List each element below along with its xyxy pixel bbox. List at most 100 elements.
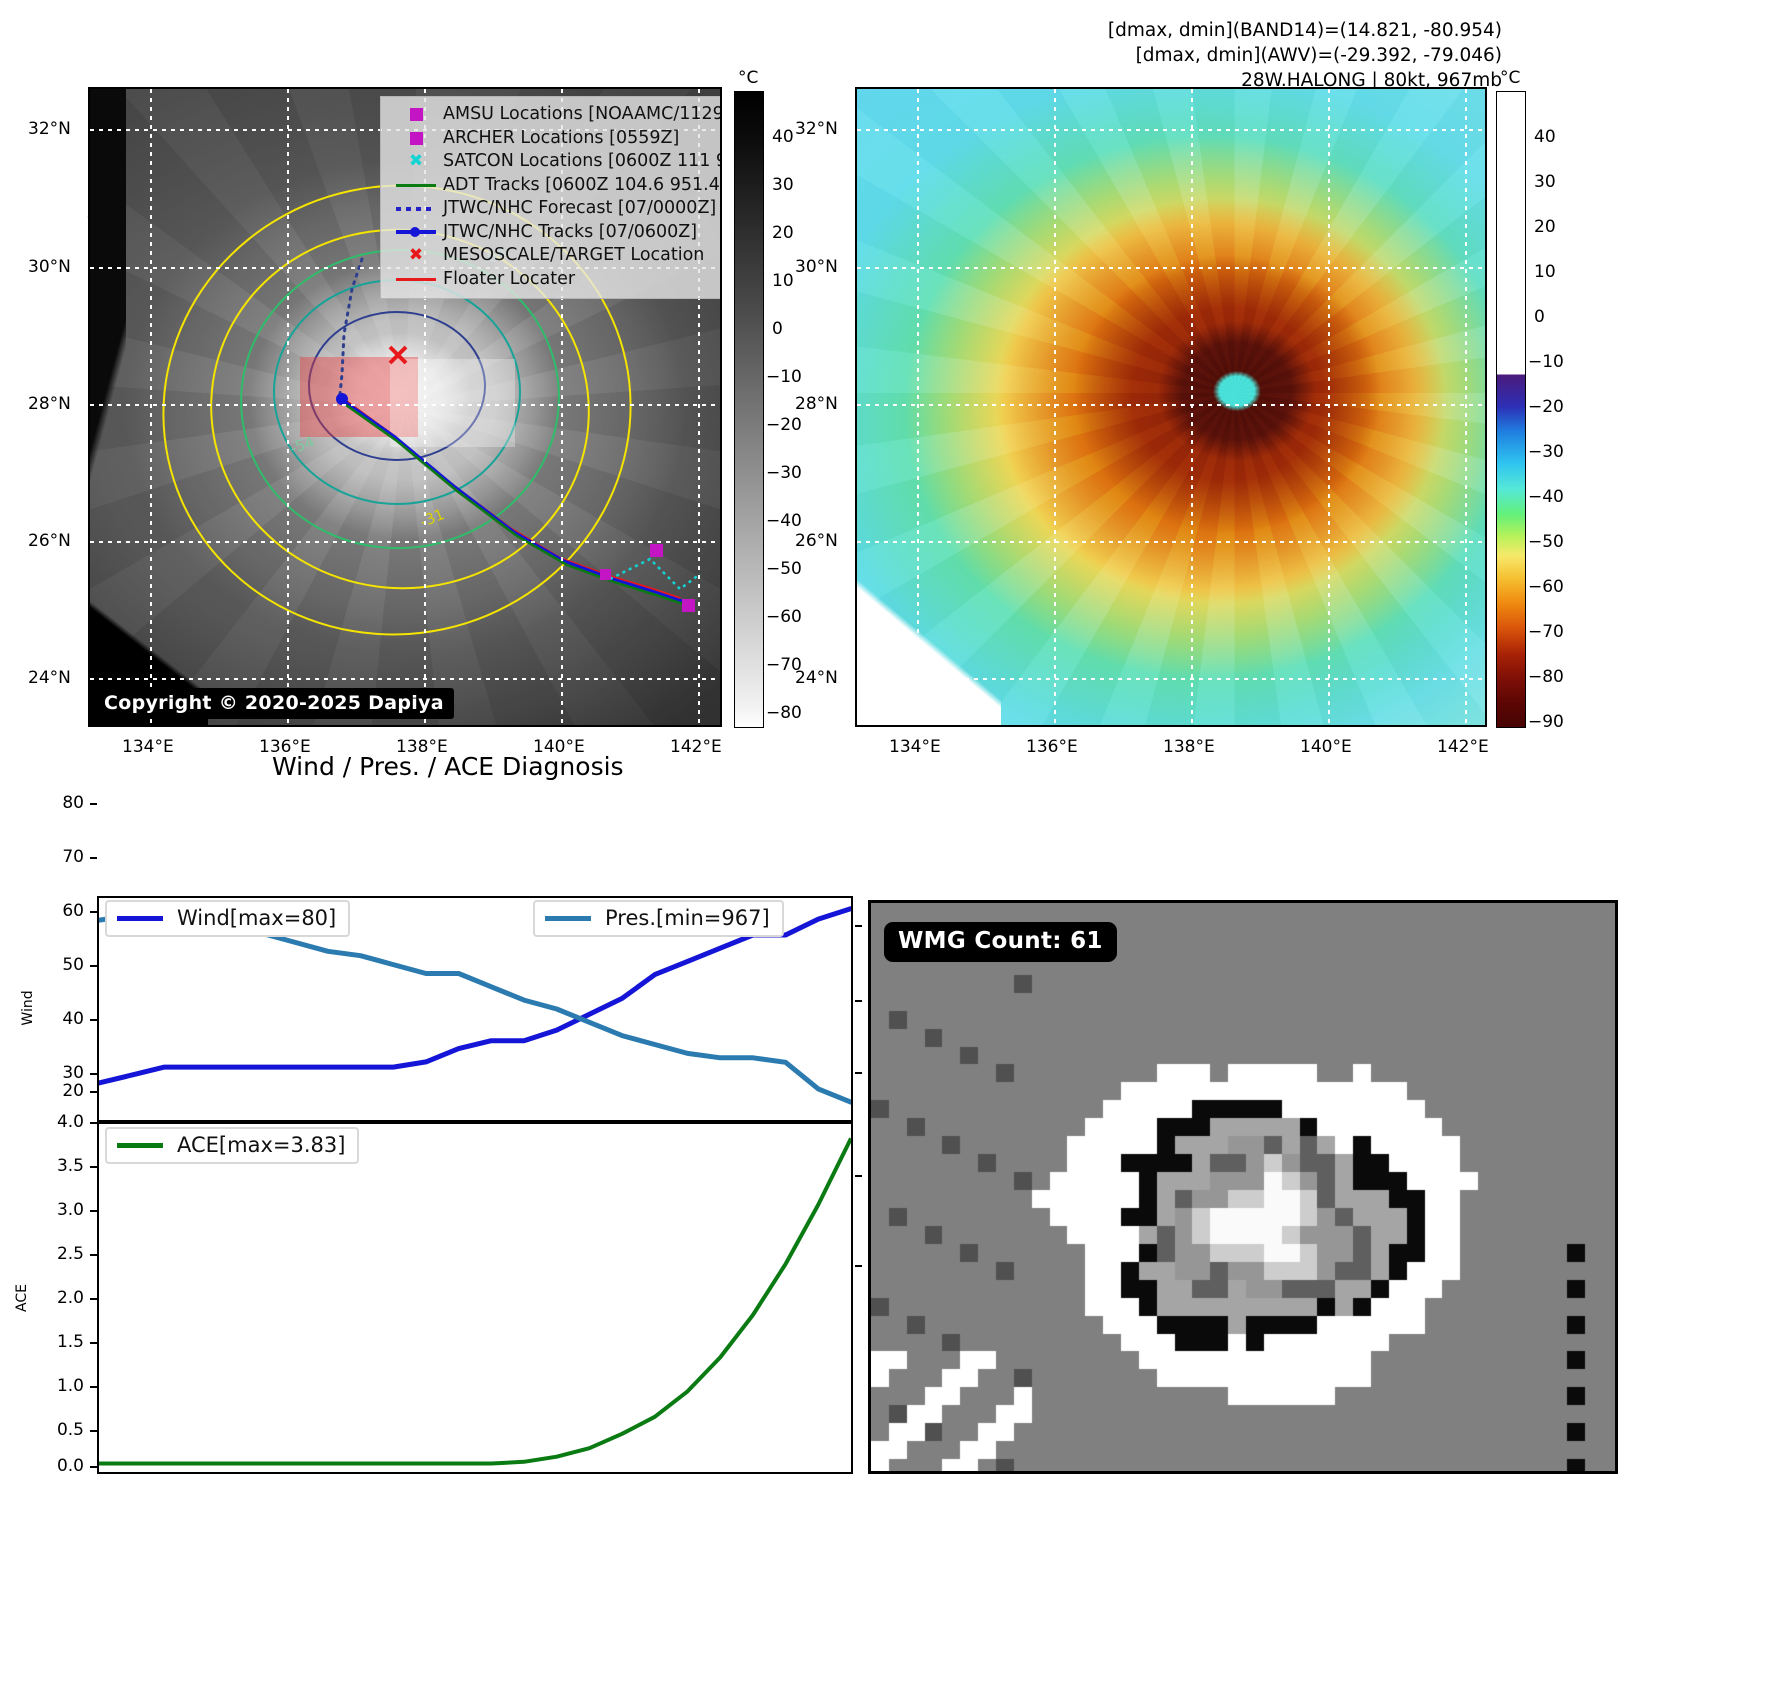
ace-tick-label: 2.5 — [56, 1244, 84, 1264]
cb-left-tick: −30 — [766, 463, 802, 483]
legend-item: ARCHER Locations [0559Z] — [389, 127, 720, 151]
adt-line-icon — [389, 183, 443, 187]
lat-label-30n-right: 30°N — [795, 257, 838, 277]
cb-left-tick: −70 — [766, 655, 802, 675]
mesoscale-target-box — [300, 357, 418, 437]
wind-tick — [90, 857, 97, 859]
lat-label-24n-right: 24°N — [795, 668, 838, 688]
colorbar-unit-left: °C — [738, 68, 759, 88]
cb-left-tick: −40 — [766, 511, 802, 531]
amsu-square-icon — [389, 108, 443, 122]
lat-label-26n: 26°N — [28, 531, 71, 551]
wind-tick — [90, 803, 97, 805]
lat-label-26n-right: 26°N — [795, 531, 838, 551]
dmax-dmin-awv: [dmax, dmin](AWV)=(-29.392, -79.046) — [1135, 45, 1502, 66]
wind-legend: Wind[max=80] — [105, 900, 351, 937]
archer-square-icon — [389, 131, 443, 145]
wmg-cloud-cluster-image[interactable] — [868, 900, 1618, 1474]
ace-tick — [90, 1254, 97, 1256]
cb-left-tick: −20 — [766, 415, 802, 435]
lon-label-134e: 134°E — [122, 737, 174, 757]
legend-item: ✖ MESOSCALE/TARGET Location — [389, 244, 720, 268]
lon-label-138e: 138°E — [396, 737, 448, 757]
ace-tick — [90, 1210, 97, 1212]
cb-left-tick: 0 — [772, 319, 783, 339]
cb-right-tick: 30 — [1534, 172, 1556, 192]
wind-tick-label: 40 — [62, 1009, 84, 1029]
cb-right-tick: 0 — [1534, 307, 1545, 327]
ace-tick — [90, 1122, 97, 1124]
lon-label-134e-right: 134°E — [889, 737, 941, 757]
wind-tick — [90, 911, 97, 913]
pressure-tick — [855, 1000, 862, 1002]
pressure-legend: Pres.[min=967] — [533, 900, 784, 937]
cb-left-tick: 10 — [772, 271, 794, 291]
wind-legend-label: Wind[max=80] — [177, 906, 337, 930]
amsu-location-markers — [600, 544, 695, 612]
cb-left-tick: −60 — [766, 607, 802, 627]
contour-ring-navy — [308, 311, 486, 461]
cb-right-tick: 20 — [1534, 217, 1556, 237]
ace-tick — [90, 1466, 97, 1468]
cb-right-tick: −90 — [1528, 712, 1564, 732]
legend-item: ✖ SATCON Locations [0600Z 111 946] — [389, 150, 720, 174]
jtwc-track-line-icon — [389, 227, 443, 238]
diagnosis-chart-title: Wind / Pres. / ACE Diagnosis — [272, 752, 624, 781]
ace-line-icon — [117, 1142, 163, 1148]
wind-tick — [90, 1019, 97, 1021]
pressure-tick — [855, 925, 862, 927]
legend-item: ADT Tracks [0600Z 104.6 951.4] — [389, 174, 720, 198]
forecast-dotted-line-icon — [389, 206, 443, 211]
ace-tick — [90, 1342, 97, 1344]
infrared-satellite-image[interactable]: -64 -54 -31 — [88, 87, 722, 727]
colorbar-grayscale[interactable] — [734, 91, 764, 728]
lon-label-136e: 136°E — [259, 737, 311, 757]
lat-label-32n: 32°N — [28, 119, 71, 139]
lat-label-24n: 24°N — [28, 668, 71, 688]
wind-tick — [90, 1073, 97, 1075]
cb-right-tick: −40 — [1528, 487, 1564, 507]
ace-legend-label: ACE[max=3.83] — [177, 1133, 346, 1157]
forecast-track-line — [338, 257, 364, 396]
legend-label: JTWC/NHC Tracks [07/0600Z] — [443, 221, 698, 242]
ace-tick-label: 0.0 — [56, 1456, 84, 1476]
colorbar-rainbow-ir[interactable] — [1496, 91, 1526, 728]
wind-tick-label: 50 — [62, 955, 84, 975]
cb-right-tick: −30 — [1528, 442, 1564, 462]
adt-track-line — [345, 403, 687, 607]
cb-right-tick: −10 — [1528, 352, 1564, 372]
legend-item: JTWC/NHC Tracks [07/0600Z] — [389, 221, 720, 245]
ace-tick — [90, 1298, 97, 1300]
enhanced-ir-satellite-image[interactable] — [855, 87, 1487, 727]
cb-right-tick: −20 — [1528, 397, 1564, 417]
cb-left-tick: −10 — [766, 367, 802, 387]
mesoscale-target-marker — [388, 345, 408, 365]
ace-axis-label: ACE — [14, 1284, 30, 1312]
lon-label-142e-right: 142°E — [1437, 737, 1489, 757]
wv-scan-corner — [857, 571, 1001, 725]
wmg-raster — [871, 903, 1615, 1471]
cb-right-tick: 10 — [1534, 262, 1556, 282]
ace-tick-label: 1.5 — [56, 1332, 84, 1352]
ace-plot-area[interactable] — [97, 1122, 853, 1474]
wind-tick-label: 80 — [62, 793, 84, 813]
lon-label-142e: 142°E — [670, 737, 722, 757]
target-highlight-box — [390, 359, 515, 447]
current-position-dot — [336, 393, 348, 405]
storm-id-intensity: 28W.HALONG | 80kt, 967mb — [1241, 70, 1502, 91]
pressure-legend-label: Pres.[min=967] — [605, 906, 770, 930]
legend-label: JTWC/NHC Forecast [07/0000Z] — [443, 198, 717, 218]
lon-label-136e-right: 136°E — [1026, 737, 1078, 757]
lat-label-32n-right: 32°N — [795, 119, 838, 139]
ace-tick-label: 0.5 — [56, 1420, 84, 1440]
wind-tick-label: 70 — [62, 847, 84, 867]
jtwc-nhc-track-line — [343, 399, 683, 603]
cb-right-tick: −70 — [1528, 622, 1564, 642]
cb-right-tick: 40 — [1534, 127, 1556, 147]
cb-left-tick: 20 — [772, 223, 794, 243]
cb-left-tick: −50 — [766, 559, 802, 579]
pressure-tick — [855, 1175, 862, 1177]
wmg-count-badge: WMG Count: 61 — [884, 922, 1117, 962]
wind-axis-label: Wind — [20, 990, 36, 1026]
